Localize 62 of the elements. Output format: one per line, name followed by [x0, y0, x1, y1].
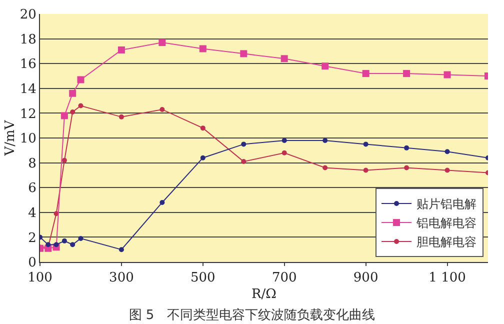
- point: [77, 76, 84, 84]
- x-tick-label: 700: [272, 270, 297, 286]
- point: [362, 70, 370, 78]
- point: [54, 242, 59, 248]
- point: [158, 39, 166, 46]
- point: [200, 155, 206, 160]
- x-tick-label: 1 100: [428, 270, 466, 286]
- legend-label: 胆电解电容: [416, 235, 477, 250]
- point: [240, 50, 248, 58]
- point: [241, 159, 246, 164]
- point: [322, 165, 328, 170]
- legend-label: 贴片铝电解: [416, 197, 477, 212]
- x-tick-label: 100: [28, 270, 52, 286]
- legend-label: 铝电解电容: [416, 216, 477, 230]
- y-axis-title: V/mV: [2, 120, 18, 157]
- point: [241, 142, 246, 147]
- x-tick-label: 500: [190, 270, 216, 286]
- x-tick-label: 900: [353, 270, 378, 286]
- point: [70, 242, 76, 248]
- point: [160, 106, 165, 112]
- point: [62, 238, 67, 244]
- point: [118, 247, 124, 252]
- point: [118, 114, 124, 120]
- point: [322, 138, 328, 143]
- y-tick-label: 10: [20, 132, 36, 147]
- point: [282, 138, 287, 143]
- point: [199, 45, 206, 52]
- y-tick-label: 12: [20, 106, 36, 122]
- y-tick-label: 6: [28, 181, 36, 196]
- y-tick-label: 8: [28, 156, 36, 172]
- point: [322, 62, 329, 70]
- y-tick-label: 14: [20, 82, 36, 97]
- point: [282, 150, 287, 156]
- point: [444, 149, 450, 154]
- point: [363, 142, 368, 147]
- point: [403, 70, 410, 78]
- point: [404, 165, 410, 170]
- y-tick-label: 4: [28, 206, 36, 221]
- y-tick-label: 2: [28, 230, 36, 246]
- x-tick-label: 300: [109, 270, 134, 286]
- point: [78, 236, 84, 241]
- point: [444, 71, 451, 78]
- y-tick-label: 20: [20, 8, 36, 23]
- y-tick-label: 18: [20, 32, 36, 48]
- point: [46, 242, 51, 248]
- point: [404, 145, 410, 150]
- text: 图 5 不同类型电容下纹波随负载变化曲线: [128, 307, 376, 324]
- point: [62, 158, 67, 163]
- point: [70, 109, 76, 114]
- line-series: [40, 138, 488, 252]
- point: [280, 55, 288, 62]
- point: [200, 126, 206, 131]
- point: [69, 90, 76, 97]
- x-axis-title: R/Ω: [252, 287, 276, 302]
- point: [363, 168, 368, 173]
- point: [78, 103, 84, 108]
- point: [160, 200, 165, 205]
- point: [444, 168, 450, 173]
- y-tick-label: 16: [20, 57, 36, 72]
- point: [118, 46, 125, 54]
- point: [60, 112, 68, 120]
- y-tick-label: 0: [28, 256, 36, 271]
